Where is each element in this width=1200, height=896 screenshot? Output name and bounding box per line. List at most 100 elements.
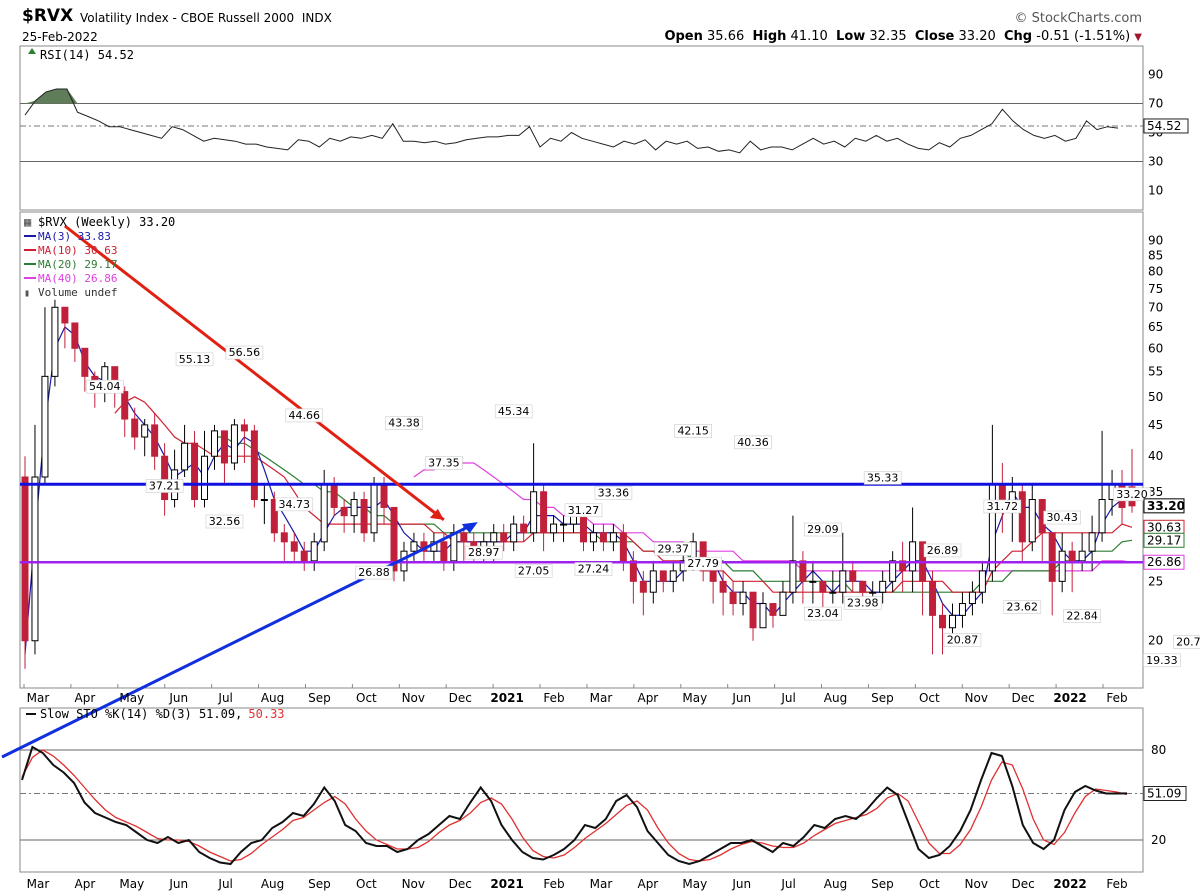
sto-legend-d-value: 50.33 <box>248 707 284 721</box>
price-month-label: Feb <box>543 691 564 705</box>
price-tick-label: 25 <box>1148 574 1163 588</box>
down-triangle-icon: ▼ <box>1134 32 1142 43</box>
candle-body <box>300 550 308 562</box>
price-annotation: 43.38 <box>388 417 420 430</box>
price-annotation: 34.73 <box>279 498 311 511</box>
candle <box>270 491 278 542</box>
price-annotation: 33.20 <box>1116 488 1148 501</box>
candle <box>530 443 538 542</box>
candle <box>41 307 49 485</box>
candle-body <box>659 570 667 582</box>
price-right-label: 33.20 <box>1147 499 1185 513</box>
candle-body <box>201 455 209 501</box>
ma-legend-label: MA(20) 29.17 <box>38 258 117 271</box>
candle-body <box>41 375 49 478</box>
candle <box>181 424 189 477</box>
chg-label: Chg <box>1004 29 1033 44</box>
candle-body <box>749 591 757 629</box>
candle <box>629 551 637 604</box>
candle <box>849 560 857 593</box>
sto-month-label: Jun <box>168 877 188 891</box>
price-month-label: May <box>682 691 707 705</box>
sto-month-label: Jul <box>780 877 795 891</box>
candle <box>1028 484 1036 552</box>
sto-month-label: Apr <box>637 877 658 891</box>
sto-month-label: Apr <box>75 877 96 891</box>
price-annotation-box <box>1003 600 1042 614</box>
candle <box>560 515 568 542</box>
price-tick-label: 70 <box>1148 300 1163 314</box>
candle-body <box>360 499 368 534</box>
rsi-tick-label: 70 <box>1148 97 1163 111</box>
candle-body <box>191 442 199 501</box>
candle <box>779 581 787 616</box>
price-annotation: 27.24 <box>578 563 610 576</box>
price-annotation: 55.13 <box>179 353 211 366</box>
candle <box>649 560 657 604</box>
price-month-label: Mar <box>27 691 50 705</box>
price-annotation-box <box>804 606 842 621</box>
price-month-label: Dec <box>449 691 472 705</box>
candle <box>1018 484 1026 561</box>
candle-body <box>81 347 89 377</box>
candle-body <box>819 580 827 593</box>
ma-legend-label: MA(10) 30.63 <box>38 244 117 257</box>
price-annotation-box <box>594 486 633 500</box>
ma3-line <box>24 326 1133 655</box>
candle-body <box>948 614 956 629</box>
candle-body <box>639 580 647 593</box>
chart-header: $RVX Volatility Index - CBOE Russell 200… <box>0 0 1200 50</box>
price-annotation: 20.87 <box>947 633 979 646</box>
candle <box>889 551 897 593</box>
candle-body <box>390 506 398 572</box>
candle-body <box>649 570 657 593</box>
volume-legend-label: Volume undef <box>38 286 117 299</box>
candle-body <box>1098 499 1106 534</box>
candle-body <box>350 499 358 517</box>
candle <box>201 430 209 508</box>
price-annotation: 56.56 <box>229 346 261 359</box>
rsi-legend: RSI(14) 54.52 <box>40 48 134 62</box>
candle-body <box>1018 491 1026 543</box>
candle-body <box>250 430 258 501</box>
candle-body <box>719 580 727 593</box>
candle-body <box>669 570 677 582</box>
candle-body <box>270 499 278 534</box>
price-annotation: 22.84 <box>1066 609 1098 622</box>
rsi-line <box>24 88 1119 154</box>
sto-last-value: 51.09 <box>1147 787 1181 801</box>
candle-body <box>789 560 797 593</box>
index-name: Volatility Index - CBOE Russell 2000 IND… <box>80 11 332 25</box>
price-annotation-box <box>804 522 842 537</box>
candle-body <box>899 560 907 572</box>
candle <box>729 581 737 616</box>
high-label: High <box>752 29 787 44</box>
candle-body <box>869 591 877 594</box>
price-annotation: 35.33 <box>867 471 899 484</box>
price-annotation-box <box>514 564 553 578</box>
blue-uptrend-line <box>1 522 475 759</box>
price-annotation: 29.09 <box>807 523 839 536</box>
sto-month-label: Oct <box>919 877 940 891</box>
price-annotation-box <box>923 543 962 558</box>
candle-body <box>330 483 338 508</box>
candle <box>609 524 617 552</box>
price-annotation: 37.21 <box>149 479 181 492</box>
price-annotation: 30.43 <box>1046 511 1078 524</box>
price-month-label: Sep <box>871 691 894 705</box>
candle <box>968 581 976 616</box>
price-tick-label: 65 <box>1148 320 1163 334</box>
candle <box>51 299 59 387</box>
candle <box>879 570 887 604</box>
candle <box>1068 541 1076 593</box>
rsi-tick-label: 30 <box>1148 155 1163 169</box>
sto-legend: Slow STO %K(14) %D(3) 51.09, <box>40 707 242 721</box>
candle-body <box>879 580 887 593</box>
price-tick-label: 60 <box>1148 341 1163 355</box>
symbol-title: $RVX <box>22 6 74 26</box>
candle-body <box>500 532 508 543</box>
price-month-label: Dec <box>1012 691 1035 705</box>
candle <box>809 560 817 604</box>
candle <box>370 476 378 542</box>
